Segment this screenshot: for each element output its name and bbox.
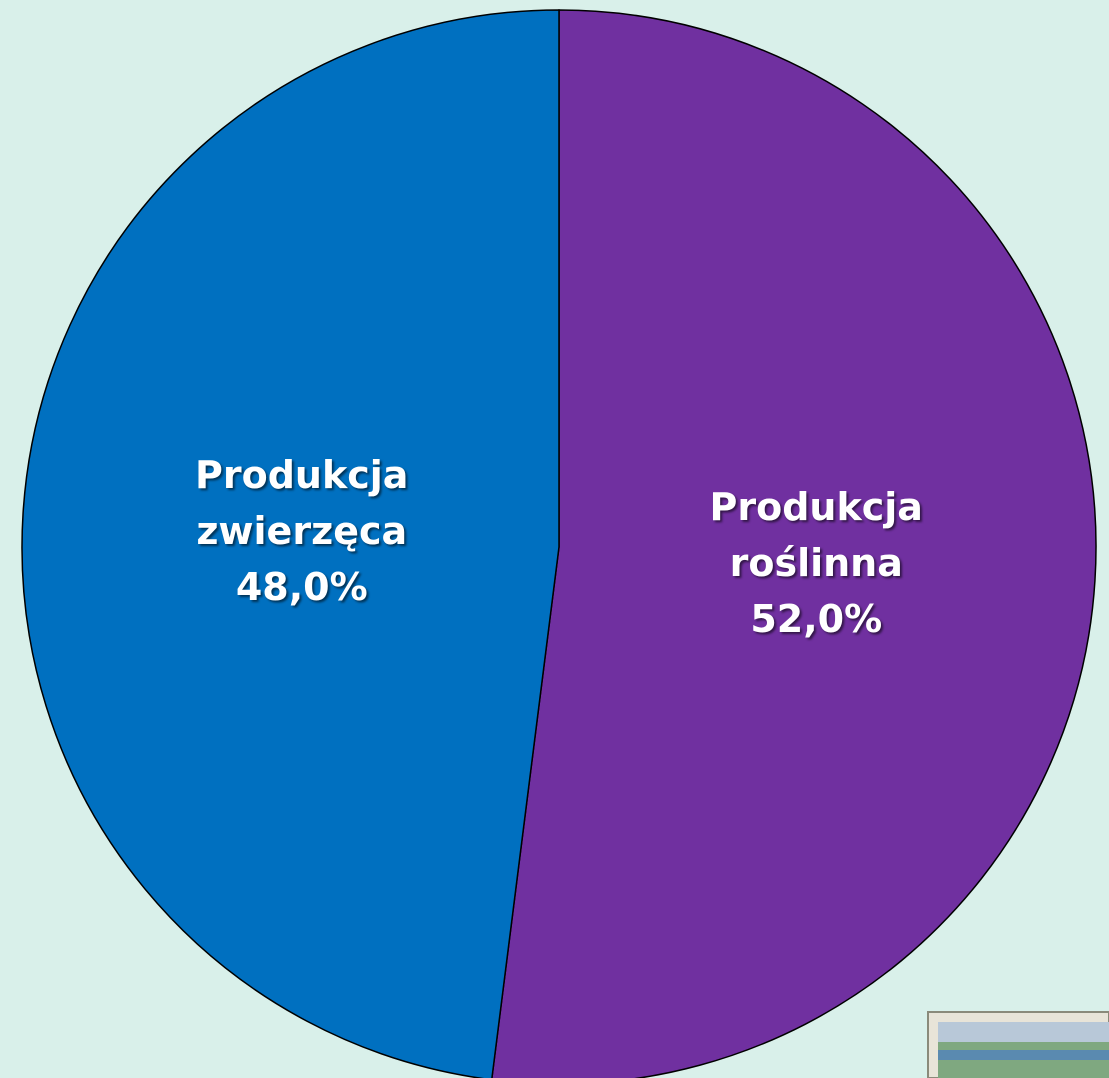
category-label: Produkcja roślinna: [676, 479, 956, 591]
category-label: Produkcja zwierzęca: [162, 447, 442, 559]
value-label: 48,0%: [162, 559, 442, 615]
value-label: 52,0%: [676, 591, 956, 647]
logo: [928, 1012, 1109, 1078]
page: Produkcja roślinna52,0% Produkcja zwierzę…: [0, 0, 1109, 1078]
